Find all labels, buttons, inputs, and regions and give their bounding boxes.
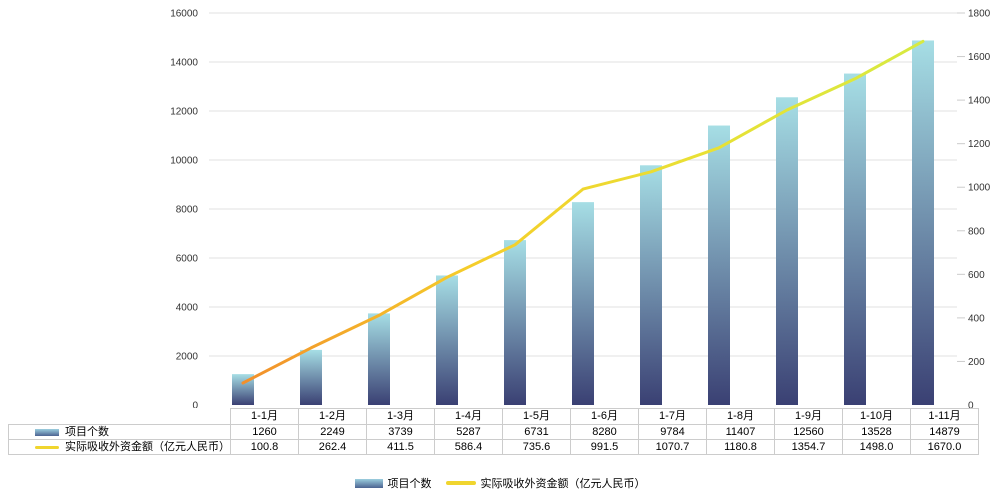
month-header-cell: 1-3月 xyxy=(366,408,435,425)
bar[interactable] xyxy=(368,313,390,405)
table-corner-cell xyxy=(9,409,231,425)
y-axis-left-label: 6000 xyxy=(176,254,199,265)
month-header-cell: 1-2月 xyxy=(298,408,367,425)
y-axis-left-label: 16000 xyxy=(170,9,198,20)
legend-label-projects: 项目个数 xyxy=(387,478,432,490)
month-header-cell: 1-6月 xyxy=(570,408,639,425)
y-axis-left-label: 8000 xyxy=(176,205,199,216)
line-value-cell: 411.5 xyxy=(366,439,435,455)
line-value-cell: 991.5 xyxy=(570,439,639,455)
line-series[interactable] xyxy=(241,39,925,385)
bar-value-cell: 5287 xyxy=(434,424,503,440)
line-series-swatch-icon xyxy=(445,481,476,485)
y-axis-right-label: 0 xyxy=(968,401,974,412)
y-axis-right-label: 1800 xyxy=(968,9,991,20)
month-header-cell: 1-8月 xyxy=(706,408,775,425)
bar-value-cell: 8280 xyxy=(570,424,639,440)
y-axis-right-label: 1000 xyxy=(968,183,991,194)
line-value-cell: 1180.8 xyxy=(706,439,775,455)
bar-value-cell: 14879 xyxy=(910,424,979,440)
month-header-cell: 1-9月 xyxy=(774,408,843,425)
bar-value-cell: 3739 xyxy=(366,424,435,440)
month-header-cell: 1-5月 xyxy=(502,408,571,425)
bar[interactable] xyxy=(776,97,798,405)
bar[interactable] xyxy=(504,240,526,405)
line-value-cell: 1670.0 xyxy=(910,439,979,455)
bar-value-cell: 6731 xyxy=(502,424,571,440)
y-axis-left-label: 4000 xyxy=(176,303,199,314)
bar-series-swatch-icon xyxy=(354,478,383,488)
legend-item-investment[interactable]: 实际吸收外资金额（亿元人民币） xyxy=(445,475,646,491)
y-axis-right-label: 1200 xyxy=(968,139,991,150)
bar-series-swatch-icon xyxy=(35,428,59,436)
y-axis-left-label: 10000 xyxy=(170,156,198,167)
bar[interactable] xyxy=(640,165,662,405)
series-label-text: 实际吸收外资金额（亿元人民币） xyxy=(65,441,230,453)
line-value-cell: 1070.7 xyxy=(638,439,707,455)
bar[interactable] xyxy=(300,349,322,405)
y-axis-right-label: 400 xyxy=(968,313,985,324)
y-axis-left-label: 14000 xyxy=(170,58,198,69)
y-axis-right-label: 200 xyxy=(968,357,985,368)
bar-value-cell: 9784 xyxy=(638,424,707,440)
series-label-text: 项目个数 xyxy=(65,426,109,438)
legend-item-projects[interactable]: 项目个数 xyxy=(354,475,432,491)
bar[interactable] xyxy=(572,202,594,405)
line-value-cell: 100.8 xyxy=(230,439,299,455)
month-header-cell: 1-4月 xyxy=(434,408,503,425)
bar-value-cell: 2249 xyxy=(298,424,367,440)
series-label-projects: 项目个数 xyxy=(8,424,231,440)
bar[interactable] xyxy=(912,40,934,405)
line-value-cell: 735.6 xyxy=(502,439,571,455)
month-header-cell: 1-11月 xyxy=(910,408,979,425)
bar[interactable] xyxy=(844,73,866,406)
bar-value-cell: 1260 xyxy=(230,424,299,440)
bar-value-cell: 12560 xyxy=(774,424,843,440)
month-header-cell: 1-7月 xyxy=(638,408,707,425)
line-series-swatch-icon xyxy=(35,445,59,449)
month-header-cell: 1-10月 xyxy=(842,408,911,425)
line-value-cell: 1354.7 xyxy=(774,439,843,455)
y-axis-right-label: 600 xyxy=(968,270,985,281)
line-value-cell: 586.4 xyxy=(434,439,503,455)
chart-legend: 项目个数 实际吸收外资金额（亿元人民币） xyxy=(0,473,1000,493)
bar-value-cell: 13528 xyxy=(842,424,911,440)
line-value-cell: 262.4 xyxy=(298,439,367,455)
month-header-cell: 1-1月 xyxy=(230,408,299,425)
line-value-cell: 1498.0 xyxy=(842,439,911,455)
y-axis-right-label: 1600 xyxy=(968,52,991,63)
bar[interactable] xyxy=(708,125,730,405)
bar-value-cell: 11407 xyxy=(706,424,775,440)
legend-label-investment: 实际吸收外资金额（亿元人民币） xyxy=(480,478,646,490)
y-axis-left-label: 2000 xyxy=(176,352,199,363)
bar[interactable] xyxy=(436,275,458,405)
y-axis-right-label: 800 xyxy=(968,226,985,237)
data-table: 1-1月 1-2月 1-3月 1-4月 1-5月 1-6月 1-7月 1-8月 1-9月 1-10… xyxy=(8,408,979,455)
y-axis-left-label: 12000 xyxy=(170,107,198,118)
series-label-investment: 实际吸收外资金额（亿元人民币） xyxy=(8,439,231,455)
y-axis-left-label: 0 xyxy=(192,401,198,412)
y-axis-right-label: 1400 xyxy=(968,96,991,107)
